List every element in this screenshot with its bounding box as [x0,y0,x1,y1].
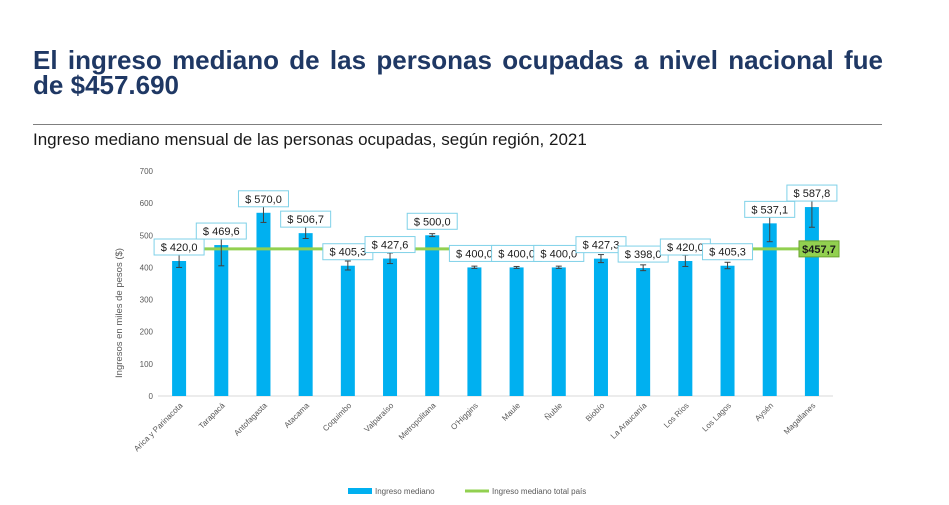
y-axis-label: Ingresos en miles de pesos ($) [114,248,125,378]
data-label: $ 420,0 [667,242,704,254]
data-label: $ 469,6 [203,226,240,238]
reference-label-box [798,240,840,258]
chart-subtitle: Ingreso mediano mensual de las personas … [33,130,587,149]
headline: El ingreso mediano de las personas ocupa… [33,45,883,100]
bar [509,267,524,396]
data-label-box [786,184,838,202]
bar [762,223,777,396]
data-label: $ 427,6 [372,240,409,252]
category-label: Ñuble [543,401,565,423]
bar [720,265,735,396]
reference-label-text: $457,7 [802,244,836,256]
y-tick-label: 600 [140,199,154,208]
category-label: La Araucanía [609,401,649,441]
category-label: Arica y Parinacota [132,401,185,454]
data-label-box [533,244,585,262]
reference-label: $457,7 [798,240,840,258]
data-label: $ 570,0 [245,194,282,206]
data-label: $ 537,1 [751,204,788,216]
y-axis: 0 100 200 300 400 500 600 700 [140,167,833,401]
bar [340,265,355,396]
bar [172,261,187,396]
bar [593,258,608,396]
legend-bar-label: Ingreso mediano [375,487,435,496]
data-label: $ 400,0 [456,248,493,260]
bar [636,268,651,396]
legend-bar-swatch [348,488,372,494]
data-label-box [364,236,416,254]
category-label: Antofagasta [232,401,269,438]
divider [33,124,882,125]
bar [804,207,819,396]
category-label: Atacama [282,401,311,430]
category-labels: Arica y Parinacota Tarapacá Antofagasta Ata… [132,401,817,454]
data-label-box [195,222,247,240]
legend-line-label: Ingreso mediano total país [492,487,586,496]
category-label: Los Ríos [662,401,691,430]
data-label: $ 506,7 [287,214,324,226]
bar [214,245,229,396]
bar [383,258,398,396]
y-tick-label: 100 [140,360,154,369]
data-label: $ 500,0 [414,216,451,228]
y-tick-label: 200 [140,328,154,337]
category-label: Aysén [753,401,775,423]
category-label: Los Lagos [700,401,732,433]
bar [425,235,440,396]
data-label: $ 427,3 [583,240,620,252]
data-label-box [280,210,332,228]
y-tick-label: 500 [140,231,154,240]
data-label-box [237,190,289,208]
category-label: Tarapacá [197,401,227,431]
bars [172,207,819,396]
data-label-box [153,238,205,256]
data-label: $ 405,3 [329,247,366,259]
category-label: Metropolitana [397,401,438,442]
bar [256,212,271,396]
y-tick-label: 400 [140,263,154,272]
legend: Ingreso mediano Ingreso mediano total pa… [348,487,586,496]
data-label: $ 587,8 [794,188,831,200]
data-label-box [744,200,796,218]
y-tick-label: 0 [149,392,154,401]
category-label: Magallanes [782,401,817,436]
category-label: Coquimbo [321,401,354,434]
data-label: $ 400,0 [498,248,535,260]
bar [467,267,482,396]
data-label: $ 405,3 [709,247,746,259]
data-label: $ 398,0 [625,249,662,261]
data-labels: $ 420,0 $ 469,6 $ 570,0 $ 506,7 $ 405,3 $ 427… [153,184,838,263]
bar [551,267,566,396]
data-label-box [702,243,754,261]
data-label-box [406,212,458,230]
category-label: Biobío [584,401,607,424]
data-label: $ 400,0 [540,248,577,260]
category-label: O'Higgins [449,401,480,432]
y-tick-label: 300 [140,296,154,305]
data-label: $ 420,0 [161,242,198,254]
bar [298,233,313,396]
data-label-box [575,236,627,254]
category-label: Valparaíso [362,401,395,434]
y-tick-label: 700 [140,167,154,176]
category-label: Maule [500,401,522,423]
bar [678,261,693,396]
